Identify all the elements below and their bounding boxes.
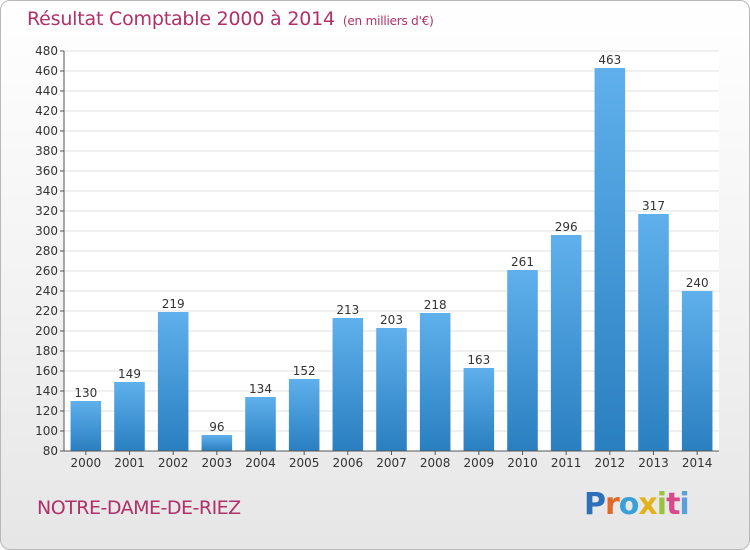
bar-2009 <box>463 368 495 451</box>
bar-2014 <box>681 291 713 451</box>
bars <box>70 68 713 451</box>
data-label-2014: 240 <box>686 276 709 290</box>
data-label-2013: 317 <box>642 199 665 213</box>
x-tick-label-2006: 2006 <box>333 456 364 470</box>
bar-2000 <box>70 401 102 451</box>
data-label-2003: 96 <box>209 420 224 434</box>
y-tick-label: 220 <box>35 304 58 318</box>
bar-2011 <box>550 235 582 451</box>
x-tick-label-2011: 2011 <box>551 456 582 470</box>
x-tick-label-2008: 2008 <box>420 456 451 470</box>
x-tick-label-2000: 2000 <box>71 456 102 470</box>
y-tick-label: 140 <box>35 384 58 398</box>
axes: 80 100 120 140 160 180 200 220 240 260 280 300 320 34… <box>35 44 719 470</box>
bar-2008 <box>419 313 451 451</box>
x-tick-label-2003: 2003 <box>202 456 233 470</box>
y-tick-label: 440 <box>35 84 58 98</box>
proxiti-logo: Proxiti <box>584 487 690 522</box>
y-tick-label: 280 <box>35 244 58 258</box>
y-tick-label: 380 <box>35 144 58 158</box>
data-label-2005: 152 <box>293 364 316 378</box>
y-tick-label: 240 <box>35 284 58 298</box>
logo-letter: P <box>584 487 606 522</box>
bar-2013 <box>638 214 669 451</box>
logo-letter: t <box>666 487 680 522</box>
data-label-2012: 463 <box>598 53 621 67</box>
y-tick-label: 260 <box>35 264 58 278</box>
data-label-2010: 261 <box>511 255 534 269</box>
data-label-2001: 149 <box>118 367 141 381</box>
y-tick-label: 100 <box>35 424 58 438</box>
y-tick-label: 180 <box>35 344 58 358</box>
data-labels: 130 149 219 96 134 152 213 203 218 163 261 296 463 31… <box>74 53 708 434</box>
data-label-2000: 130 <box>74 386 97 400</box>
data-label-2006: 213 <box>336 303 359 317</box>
data-label-2008: 218 <box>424 298 447 312</box>
data-label-2004: 134 <box>249 382 272 396</box>
logo-letter: x <box>638 487 657 522</box>
x-tick-label-2014: 2014 <box>682 456 713 470</box>
y-tick-label: 460 <box>35 64 58 78</box>
logo-letter: i <box>679 487 689 522</box>
y-tick-label: 480 <box>35 44 58 58</box>
y-tick-label: 160 <box>35 364 58 378</box>
y-tick-label: 120 <box>35 404 58 418</box>
y-tick-label: 420 <box>35 104 58 118</box>
bar-2002 <box>157 312 189 451</box>
y-tick-label: 360 <box>35 164 58 178</box>
bar-2006 <box>332 318 364 451</box>
y-tick-label: 300 <box>35 224 58 238</box>
bar-2004 <box>245 397 276 451</box>
logo-letter: o <box>618 487 640 522</box>
y-tick-label: 80 <box>43 444 58 458</box>
commune-name: NOTRE-DAME-DE-RIEZ <box>37 497 241 519</box>
x-tick-label-2007: 2007 <box>376 456 407 470</box>
y-tick-label: 340 <box>35 184 58 198</box>
data-label-2009: 163 <box>467 353 490 367</box>
y-tick-label: 400 <box>35 124 58 138</box>
bar-2003 <box>201 435 233 451</box>
x-tick-label-2010: 2010 <box>507 456 538 470</box>
y-tick-label: 200 <box>35 324 58 338</box>
x-tick-label-2013: 2013 <box>638 456 669 470</box>
x-tick-label-2001: 2001 <box>114 456 145 470</box>
data-label-2011: 296 <box>555 220 578 234</box>
logo-letter: i <box>656 487 667 522</box>
x-tick-label-2009: 2009 <box>464 456 495 470</box>
bar-2010 <box>507 270 538 451</box>
x-tick-label-2012: 2012 <box>595 456 626 470</box>
bar-2007 <box>376 328 407 451</box>
x-tick-label-2002: 2002 <box>158 456 189 470</box>
bar-2001 <box>114 382 145 451</box>
chart-title: Résultat Comptable 2000 à 2014 (en millie… <box>27 8 434 30</box>
data-label-2002: 219 <box>162 297 185 311</box>
bar-2005 <box>288 379 320 451</box>
unit-label: (en milliers d'€) <box>342 14 434 28</box>
y-tick-label: 320 <box>35 204 58 218</box>
x-tick-label-2005: 2005 <box>289 456 320 470</box>
title-text: Résultat Comptable 2000 à 2014 <box>27 8 335 30</box>
bar-2012 <box>594 68 626 451</box>
logo-letter: r <box>605 487 620 522</box>
data-label-2007: 203 <box>380 313 403 327</box>
x-tick-label-2004: 2004 <box>245 456 276 470</box>
